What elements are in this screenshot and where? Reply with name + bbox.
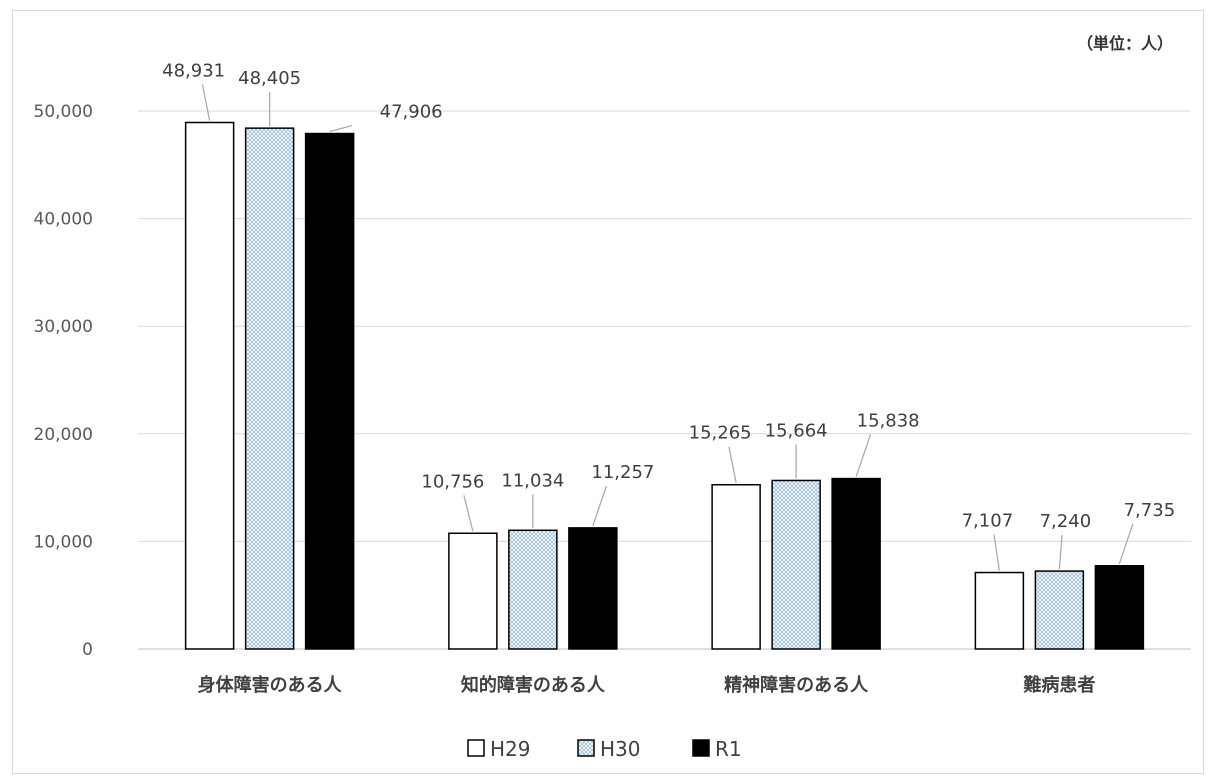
category-label: 知的障害のある人 (461, 674, 606, 696)
gridlines (138, 110, 1191, 650)
leader-line (329, 124, 353, 133)
legend-item-h29: H29 (467, 737, 531, 761)
data-label: 15,838 (857, 411, 920, 432)
y-tick-label: 0 (82, 640, 93, 660)
leader-line (855, 434, 872, 477)
unit-label: （単位：人） (1077, 34, 1173, 53)
y-tick-label: 20,000 (34, 425, 93, 445)
y-tick-label: 40,000 (34, 210, 93, 230)
leader-line (728, 446, 737, 483)
bar-r1 (831, 477, 881, 650)
bar-r1 (568, 527, 618, 650)
data-label: 15,265 (689, 423, 752, 444)
leader-lines (201, 84, 1134, 571)
chart-frame: 0 10,000 20,000 30,000 40,000 50,000 48,931 48… (12, 10, 1204, 774)
y-axis-tick-labels: 0 10,000 20,000 30,000 40,000 50,000 (34, 102, 93, 660)
data-label: 47,906 (380, 102, 443, 123)
bar-h29 (974, 571, 1025, 650)
legend-item-h30: H30 (577, 737, 641, 761)
bars (184, 121, 1145, 650)
data-label: 11,257 (591, 462, 654, 483)
data-label: 48,405 (238, 68, 301, 89)
data-label: 7,240 (1040, 511, 1092, 532)
leader-line (201, 84, 211, 121)
legend-label: H29 (490, 737, 531, 761)
leader-line (993, 534, 1000, 571)
data-label: 48,931 (162, 61, 225, 82)
bar-h29 (711, 483, 761, 650)
data-labels: 48,931 48,405 47,906 10,756 11,034 11,257 15,2… (162, 61, 1175, 533)
leader-line (1058, 535, 1063, 570)
leader-line (1118, 523, 1134, 564)
y-tick-label: 10,000 (34, 532, 93, 552)
legend-swatch (577, 739, 595, 757)
category-label: 精神障害のある人 (724, 674, 869, 696)
data-label: 15,664 (765, 420, 828, 441)
bar-h30 (508, 529, 558, 650)
category-label: 難病患者 (1023, 674, 1095, 696)
y-tick-label: 30,000 (34, 317, 93, 337)
category-labels: 身体障害のある人 知的障害のある人 精神障害のある人 難病患者 (198, 674, 1096, 696)
data-label: 11,034 (501, 470, 564, 491)
legend-swatch (692, 739, 710, 757)
bar-h30 (244, 127, 295, 650)
bar-h30 (771, 479, 821, 650)
data-label: 7,735 (1124, 500, 1176, 521)
bar-r1 (1094, 565, 1145, 650)
data-label: 10,756 (421, 471, 484, 492)
legend-label: R1 (715, 737, 742, 761)
data-label: 7,107 (962, 511, 1014, 532)
leader-line (463, 495, 474, 532)
bar-r1 (304, 132, 355, 650)
legend-label: H30 (600, 737, 641, 761)
legend-swatch (467, 739, 485, 757)
y-tick-label: 50,000 (34, 102, 93, 122)
category-label: 身体障害のある人 (198, 674, 343, 696)
bar-h29 (184, 121, 235, 650)
bar-h29 (448, 532, 498, 650)
legend: H29 H30 R1 (467, 737, 742, 761)
bar-h30 (1034, 570, 1085, 650)
leader-line (592, 485, 607, 527)
legend-item-r1: R1 (692, 737, 742, 761)
